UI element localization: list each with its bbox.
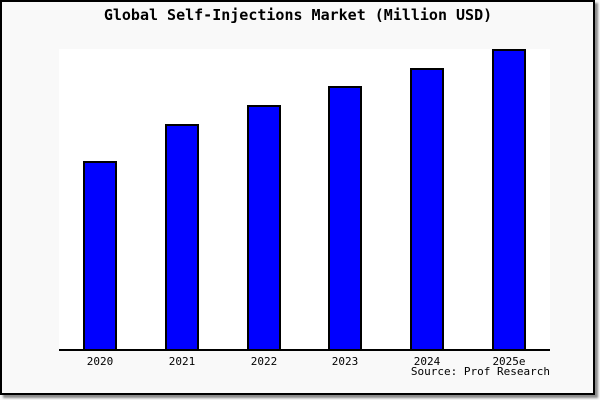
bar-2025e [492, 49, 526, 349]
x-tick-label-2021: 2021 [168, 355, 196, 368]
chart-title: Global Self-Injections Market (Million U… [103, 6, 493, 24]
plot-area [59, 49, 550, 351]
x-tick-label-2022: 2022 [250, 355, 278, 368]
bar-2020 [83, 161, 117, 349]
x-tick-label-2025e: 2025e [492, 355, 526, 368]
bar-2022 [247, 105, 281, 349]
source-note: Source: Prof Research [410, 365, 550, 378]
x-tick-label-2020: 2020 [86, 355, 114, 368]
x-tick-label-2023: 2023 [331, 355, 359, 368]
bar-2023 [328, 86, 362, 349]
bar-2024 [410, 68, 444, 349]
x-tick-label-2024: 2024 [413, 355, 441, 368]
bars-container [59, 49, 550, 349]
bar-2021 [165, 124, 199, 349]
